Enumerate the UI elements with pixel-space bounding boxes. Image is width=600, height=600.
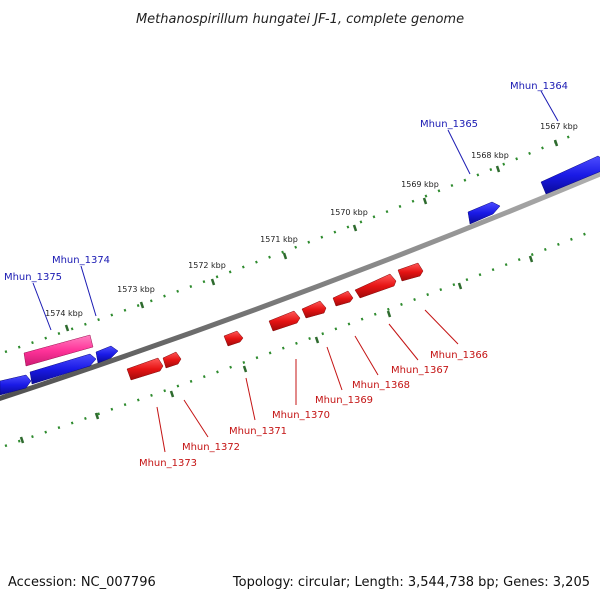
forward-leader-lines <box>32 90 559 331</box>
tick-label: 1572 kbp <box>188 261 226 270</box>
gene-label-mhun-1364[interactable]: Mhun_1364 <box>510 81 568 92</box>
gene-arrow-mhun-1366[interactable] <box>397 262 424 282</box>
forward-genes <box>0 155 600 396</box>
gene-label-mhun-1373[interactable]: Mhun_1373 <box>139 458 197 469</box>
leader-line <box>156 406 166 453</box>
gene-arrow-mhun-1371[interactable] <box>223 330 244 347</box>
leader-line <box>80 265 97 317</box>
major-tick <box>169 390 175 398</box>
gene-arrow-left-3[interactable] <box>0 374 32 396</box>
reverse-genes <box>126 262 424 381</box>
gene-label-mhun-1368[interactable]: Mhun_1368 <box>352 380 410 391</box>
gene-arrow-left-1[interactable] <box>95 345 119 364</box>
major-ticks-inner <box>19 255 534 444</box>
major-tick <box>314 336 320 344</box>
major-tick <box>64 324 70 332</box>
major-tick <box>422 197 428 205</box>
gene-arrow-mhun-1372[interactable] <box>162 351 182 369</box>
reverse-leader-lines <box>156 309 459 453</box>
gene-arrow-left-2[interactable] <box>29 353 97 385</box>
gene-arrow-mhun-1374[interactable] <box>23 334 94 367</box>
tick-label: 1573 kbp <box>117 285 155 294</box>
major-tick <box>282 252 288 260</box>
gene-label-mhun-1370[interactable]: Mhun_1370 <box>272 410 330 421</box>
leader-line <box>183 399 209 438</box>
leader-line <box>540 90 559 122</box>
gene-arrow-mhun-1373[interactable] <box>126 357 164 381</box>
gene-label-mhun-1366[interactable]: Mhun_1366 <box>430 350 488 361</box>
map-title: Methanospirillum hungatei JF-1, complete… <box>136 12 464 27</box>
major-tick <box>457 282 463 290</box>
tick-label: 1574 kbp <box>45 309 83 318</box>
leader-line <box>447 129 471 175</box>
leader-line <box>388 323 419 361</box>
tick-label: 1568 kbp <box>471 151 509 160</box>
leader-line <box>32 282 52 331</box>
tick-label: 1570 kbp <box>330 208 368 217</box>
accession-text: Accession: NC_007796 <box>8 575 156 590</box>
major-tick <box>553 139 559 147</box>
major-tick <box>528 255 534 263</box>
major-tick <box>242 365 248 373</box>
major-tick <box>94 412 100 420</box>
major-ticks-outer <box>64 139 559 332</box>
leader-line <box>424 309 459 345</box>
tick-labels: 1567 kbp 1568 kbp 1569 kbp 1570 kbp 1571… <box>45 122 578 318</box>
major-tick <box>495 165 501 173</box>
genome-summary-text: Topology: circular; Length: 3,544,738 bp… <box>232 575 590 590</box>
tick-label: 1567 kbp <box>540 122 578 131</box>
major-tick <box>139 301 145 309</box>
reverse-gene-labels: Mhun_1366 Mhun_1367 Mhun_1368 Mhun_1369 … <box>139 350 488 469</box>
gene-label-mhun-1369[interactable]: Mhun_1369 <box>315 395 373 406</box>
leader-line <box>326 346 343 391</box>
major-tick <box>210 278 216 286</box>
gene-label-mhun-1372[interactable]: Mhun_1372 <box>182 442 240 453</box>
gene-arrow-mhun-1368[interactable] <box>332 290 354 307</box>
major-tick <box>19 436 25 444</box>
gene-arrow-mhun-1370[interactable] <box>268 310 301 332</box>
gene-arrow-mhun-1369[interactable] <box>301 300 327 319</box>
tick-label: 1569 kbp <box>401 180 439 189</box>
gene-arrow-mhun-1364[interactable] <box>540 155 600 195</box>
forward-gene-labels: Mhun_1364 Mhun_1365 Mhun_1374 Mhun_1375 <box>4 81 568 283</box>
genome-backbone <box>0 171 600 401</box>
gene-label-mhun-1375[interactable]: Mhun_1375 <box>4 272 62 283</box>
leader-line <box>354 335 379 376</box>
major-tick <box>352 224 358 232</box>
major-tick <box>386 310 392 318</box>
gene-label-mhun-1367[interactable]: Mhun_1367 <box>391 365 449 376</box>
outer-tick-ring <box>4 130 581 354</box>
gene-arrow-mhun-1365[interactable] <box>467 201 501 225</box>
tick-label: 1571 kbp <box>260 235 298 244</box>
leader-line <box>245 377 256 421</box>
gene-label-mhun-1365[interactable]: Mhun_1365 <box>420 119 478 130</box>
gene-label-mhun-1371[interactable]: Mhun_1371 <box>229 426 287 437</box>
gene-arrow-mhun-1367[interactable] <box>354 273 397 299</box>
gene-label-mhun-1374[interactable]: Mhun_1374 <box>52 255 110 266</box>
